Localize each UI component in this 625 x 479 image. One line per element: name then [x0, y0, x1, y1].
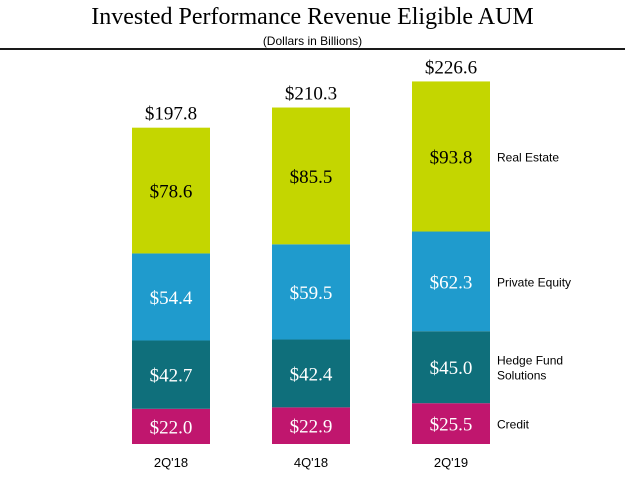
- legend-label-line: Hedge Fund: [497, 354, 563, 368]
- data-label-credit-1: $22.0: [150, 417, 193, 438]
- bar-segment-real-estate-2: [272, 107, 350, 245]
- bar-segment-real-estate-1: [132, 127, 210, 254]
- bar-segment-private-equity-3: [412, 231, 490, 332]
- data-label-hedge-fund-solutions-2: $42.4: [290, 364, 333, 385]
- bar-segment-hedge-fund-solutions-1: [132, 340, 210, 409]
- chart-title: Invested Performance Revenue Eligible AU…: [91, 4, 534, 30]
- total-label-2: $210.3: [285, 84, 337, 105]
- data-label-real-estate-2: $85.5: [290, 167, 333, 188]
- bar-segment-private-equity-1: [132, 253, 210, 341]
- bar-segment-private-equity-2: [272, 244, 350, 340]
- legend-label-line: Real Estate: [497, 150, 559, 164]
- data-label-private-equity-3: $62.3: [430, 272, 473, 293]
- bar-segment-credit-3: [412, 403, 490, 444]
- bar-segment-hedge-fund-solutions-2: [272, 339, 350, 408]
- data-label-hedge-fund-solutions-1: $42.7: [150, 366, 193, 387]
- legend-label-credit: Credit: [497, 418, 530, 432]
- legend-label-line: Credit: [497, 418, 530, 432]
- bar-segment-hedge-fund-solutions-3: [412, 331, 490, 404]
- chart-subtitle: (Dollars in Billions): [262, 34, 363, 48]
- data-label-real-estate-3: $93.8: [430, 147, 473, 168]
- data-label-private-equity-2: $59.5: [290, 283, 333, 304]
- legend-label-line: Private Equity: [497, 275, 571, 289]
- title-divider: [0, 48, 625, 50]
- data-label-credit-2: $22.9: [290, 417, 333, 438]
- category-label-3: 2Q'19: [434, 455, 468, 470]
- data-label-hedge-fund-solutions-3: $45.0: [430, 358, 473, 379]
- bar-segment-credit-1: [132, 408, 210, 444]
- data-label-real-estate-1: $78.6: [150, 182, 193, 203]
- total-label-1: $197.8: [145, 104, 197, 125]
- legend-label-private-equity: Private Equity: [497, 275, 571, 289]
- data-label-private-equity-1: $54.4: [150, 288, 193, 309]
- category-label-2: 4Q'18: [294, 455, 328, 470]
- bar-segment-real-estate-3: [412, 81, 490, 232]
- legend-label-line: Solutions: [497, 369, 546, 383]
- legend-label-hedge-fund-solutions: Hedge Fund Solutions: [497, 354, 563, 383]
- legend-label-real-estate: Real Estate: [497, 150, 559, 164]
- data-label-credit-3: $25.5: [430, 415, 473, 436]
- bar-segment-credit-2: [272, 407, 350, 444]
- category-label-1: 2Q'18: [154, 455, 188, 470]
- total-label-3: $226.6: [425, 57, 477, 78]
